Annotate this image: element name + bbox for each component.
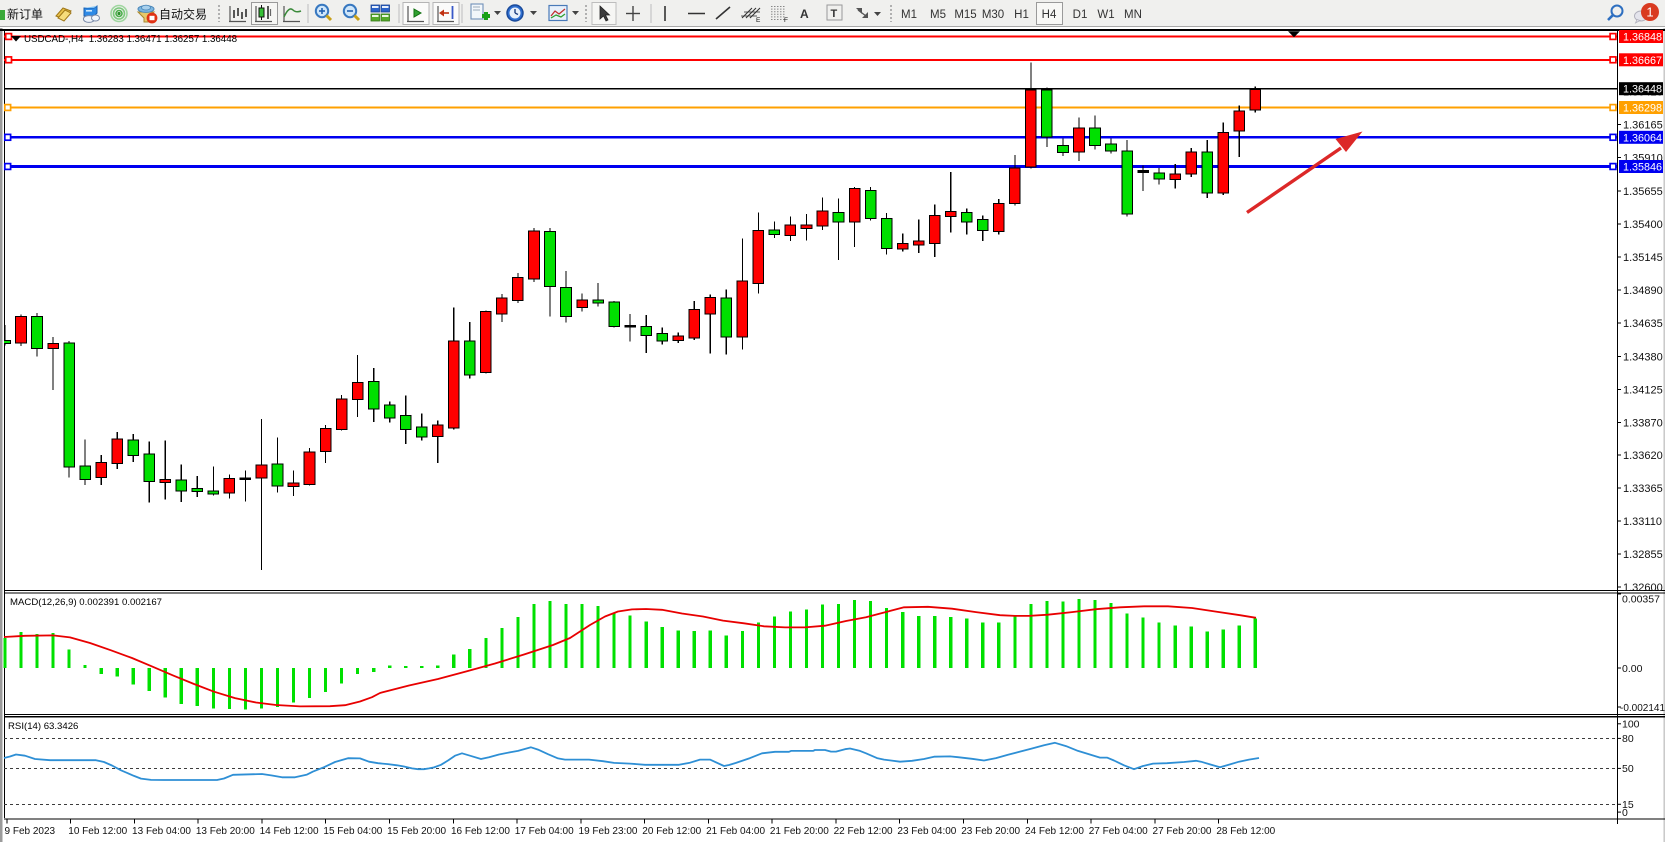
svg-text:80: 80 xyxy=(1622,733,1634,745)
svg-text:0.00357: 0.00357 xyxy=(1622,594,1660,606)
svg-text:27 Feb 04:00: 27 Feb 04:00 xyxy=(1089,826,1148,837)
svg-text:24 Feb 12:00: 24 Feb 12:00 xyxy=(1025,826,1084,837)
svg-text:MACD(12,26,9) 0.002391 0.00216: MACD(12,26,9) 0.002391 0.002167 xyxy=(10,597,162,608)
svg-text:28 Feb 12:00: 28 Feb 12:00 xyxy=(1216,826,1275,837)
svg-text:1.36848: 1.36848 xyxy=(1623,32,1662,44)
svg-text:1.36667: 1.36667 xyxy=(1623,55,1662,67)
svg-text:1.34380: 1.34380 xyxy=(1623,351,1663,363)
svg-text:T: T xyxy=(831,8,838,20)
svg-text:1.34125: 1.34125 xyxy=(1623,384,1663,396)
svg-text:15: 15 xyxy=(1622,799,1634,811)
svg-text:USDCAD-,H4 1.36283 1.36471 1.: USDCAD-,H4 1.36283 1.36471 1.36257 1.364… xyxy=(24,34,238,45)
svg-text:1.34635: 1.34635 xyxy=(1623,318,1663,330)
svg-text:M30: M30 xyxy=(982,9,1004,21)
svg-text:50: 50 xyxy=(1622,763,1634,775)
svg-text:1.35846: 1.35846 xyxy=(1623,162,1662,174)
svg-text:自动交易: 自动交易 xyxy=(159,7,207,22)
svg-text:新订单: 新订单 xyxy=(7,7,43,22)
svg-text:21 Feb 04:00: 21 Feb 04:00 xyxy=(706,826,765,837)
svg-text:15 Feb 04:00: 15 Feb 04:00 xyxy=(323,826,382,837)
svg-text:1.35655: 1.35655 xyxy=(1623,186,1663,198)
svg-text:0: 0 xyxy=(1622,807,1628,819)
svg-text:100: 100 xyxy=(1622,719,1640,731)
svg-text:16 Feb 12:00: 16 Feb 12:00 xyxy=(451,826,510,837)
svg-text:D1: D1 xyxy=(1073,9,1088,21)
svg-text:W1: W1 xyxy=(1097,9,1114,21)
svg-text:MN: MN xyxy=(1124,9,1142,21)
svg-text:1.35145: 1.35145 xyxy=(1623,252,1663,264)
svg-text:M1: M1 xyxy=(901,9,917,21)
svg-text:1: 1 xyxy=(1646,5,1653,20)
svg-text:1.36165: 1.36165 xyxy=(1623,120,1663,132)
svg-text:1.32855: 1.32855 xyxy=(1623,549,1663,561)
svg-text:23 Feb 04:00: 23 Feb 04:00 xyxy=(897,826,956,837)
svg-text:17 Feb 04:00: 17 Feb 04:00 xyxy=(515,826,574,837)
svg-text:1.34890: 1.34890 xyxy=(1623,285,1663,297)
svg-text:13 Feb 20:00: 13 Feb 20:00 xyxy=(196,826,255,837)
svg-text:9 Feb 2023: 9 Feb 2023 xyxy=(5,826,56,837)
svg-text:1.36448: 1.36448 xyxy=(1623,84,1662,96)
svg-text:20 Feb 12:00: 20 Feb 12:00 xyxy=(642,826,701,837)
svg-text:1.33620: 1.33620 xyxy=(1623,450,1663,462)
svg-text:1.32600: 1.32600 xyxy=(1623,582,1663,594)
svg-text:1.36064: 1.36064 xyxy=(1623,132,1662,144)
svg-text:E: E xyxy=(756,17,761,24)
svg-text:21 Feb 20:00: 21 Feb 20:00 xyxy=(770,826,829,837)
svg-text:22 Feb 12:00: 22 Feb 12:00 xyxy=(834,826,893,837)
svg-text:1.33870: 1.33870 xyxy=(1623,417,1663,429)
svg-text:RSI(14) 63.3426: RSI(14) 63.3426 xyxy=(8,721,78,732)
svg-text:19 Feb 23:00: 19 Feb 23:00 xyxy=(579,826,638,837)
svg-text:10 Feb 12:00: 10 Feb 12:00 xyxy=(68,826,127,837)
svg-text:1.36298: 1.36298 xyxy=(1623,103,1662,115)
svg-text:1.35400: 1.35400 xyxy=(1623,219,1663,231)
svg-text:15 Feb 20:00: 15 Feb 20:00 xyxy=(387,826,446,837)
svg-text:M5: M5 xyxy=(930,9,946,21)
svg-text:A: A xyxy=(800,7,809,21)
svg-text:F: F xyxy=(784,17,788,24)
svg-text:0.00: 0.00 xyxy=(1622,663,1643,675)
svg-text:27 Feb 20:00: 27 Feb 20:00 xyxy=(1153,826,1212,837)
svg-text:-0.002141: -0.002141 xyxy=(1620,703,1665,714)
svg-text:M15: M15 xyxy=(954,9,976,21)
svg-text:13 Feb 04:00: 13 Feb 04:00 xyxy=(132,826,191,837)
svg-text:H1: H1 xyxy=(1014,9,1029,21)
svg-text:1.33110: 1.33110 xyxy=(1623,516,1662,528)
svg-text:14 Feb 12:00: 14 Feb 12:00 xyxy=(260,826,319,837)
svg-text:1.33365: 1.33365 xyxy=(1623,483,1663,495)
svg-text:H4: H4 xyxy=(1042,9,1057,21)
svg-text:23 Feb 20:00: 23 Feb 20:00 xyxy=(961,826,1020,837)
